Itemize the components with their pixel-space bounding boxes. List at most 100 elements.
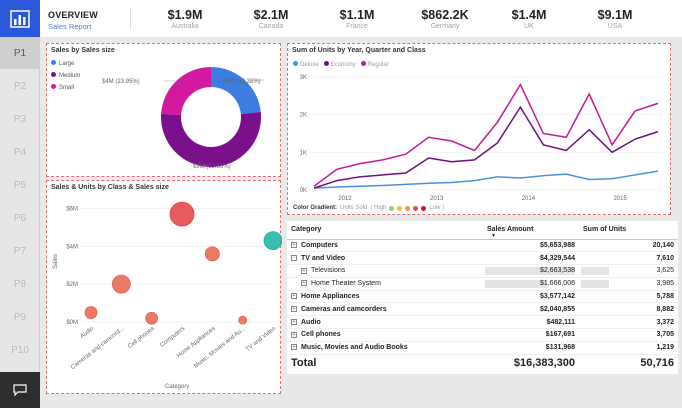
page-tab-p9[interactable]: P9 <box>13 311 27 323</box>
kpi-card[interactable]: $2.1M Canada <box>226 8 316 30</box>
table-row[interactable]: - TV and Video $4,329,544 7,610 <box>287 251 678 266</box>
bubble-point[interactable] <box>169 201 195 227</box>
category-cell[interactable]: + Home Appliances <box>287 290 483 304</box>
bubble-chart-panel[interactable]: Sales & Units by Class & Sales size Sale… <box>46 180 282 394</box>
legend-item[interactable]: Economy <box>323 61 356 68</box>
donut-chart-panel[interactable]: Sales by Sales size Large Medium Small $… <box>46 43 281 177</box>
page-tab-p8[interactable]: P8 <box>13 278 27 290</box>
table-row[interactable]: + Home Theater System $1,666,006 3,985 <box>287 277 678 291</box>
matrix-table-panel[interactable]: Category Sales Amount ▼ Sum of Units + Com… <box>287 221 678 374</box>
expand-collapse-icon[interactable]: + <box>291 306 297 313</box>
y-tick-label: 0K <box>300 188 307 194</box>
sum-of-units-cell: 1,219 <box>579 341 678 355</box>
category-cell[interactable]: + Home Theater System <box>287 277 483 291</box>
gradient-low: Low ) <box>429 205 445 211</box>
page-tab-p5[interactable]: P5 <box>13 179 27 191</box>
sales-amount-cell: $2,040,855 <box>483 302 579 317</box>
logo[interactable] <box>0 0 40 37</box>
table-row[interactable]: + Cell phones $167,691 3,705 <box>287 328 678 342</box>
category-cell[interactable]: - TV and Video <box>287 251 483 266</box>
table-row[interactable]: + Computers $5,653,988 20,140 <box>287 239 678 253</box>
sum-of-units-value: 3,705 <box>656 331 674 339</box>
y-tick-label: 1K <box>300 150 307 156</box>
sum-of-units-value: 3,372 <box>656 318 674 326</box>
expand-collapse-icon[interactable]: + <box>291 293 297 300</box>
expand-collapse-icon[interactable]: + <box>291 344 297 351</box>
expand-collapse-icon[interactable]: + <box>301 267 307 274</box>
sales-amount-value: $5,653,988 <box>539 241 575 249</box>
legend-item[interactable]: Small <box>51 84 80 91</box>
bubble-chart: Sales Category $6M $4M $2M $0M AudioCameras… <box>53 201 282 390</box>
bubble-point[interactable] <box>204 246 220 262</box>
kpi-card[interactable]: $1.1M France <box>312 8 402 30</box>
column-header-sales-amount[interactable]: Sales Amount ▼ <box>483 221 579 240</box>
y-tick-label: $6M <box>66 206 78 212</box>
donut-slice-small[interactable] <box>161 67 211 116</box>
bubble-point[interactable] <box>263 231 282 251</box>
table-row[interactable]: + Televisions $2,663,538 3,625 <box>287 264 678 278</box>
legend-item[interactable]: Medium <box>51 72 80 79</box>
legend-item[interactable]: Deluxe <box>293 61 319 68</box>
category-label: Cameras and camcorders <box>301 305 387 313</box>
column-header-sum-of-units[interactable]: Sum of Units <box>579 221 678 240</box>
page-tab-p3[interactable]: P3 <box>13 113 27 125</box>
category-cell[interactable]: + Computers <box>287 239 483 253</box>
category-cell[interactable]: + Cameras and camcorders <box>287 302 483 317</box>
donut-label-small: $4M (23.95%) <box>102 79 140 85</box>
sales-amount-cell: $167,691 <box>483 328 579 342</box>
sum-of-units-cell: 20,140 <box>579 239 678 253</box>
page-tab-p4[interactable]: P4 <box>13 146 27 158</box>
line-series-regular[interactable] <box>313 82 659 187</box>
expand-collapse-icon[interactable]: + <box>291 242 297 249</box>
page-tab-p6[interactable]: P6 <box>13 212 27 224</box>
page-tab-p2[interactable]: P2 <box>13 80 27 92</box>
category-label: Televisions <box>311 267 346 275</box>
table-row[interactable]: + Music, Movies and Audio Books $131,968 1,… <box>287 341 678 355</box>
line-series-economy[interactable] <box>313 105 659 189</box>
category-cell[interactable]: + Audio <box>287 315 483 330</box>
x-axis-label: Category <box>165 384 189 390</box>
x-tick-label: Music, Movies and Au... <box>193 326 247 370</box>
sales-amount-value: $2,040,855 <box>539 305 575 313</box>
table-row[interactable]: + Cameras and camcorders $2,040,855 8,882 <box>287 302 678 317</box>
donut-slice-medium[interactable] <box>161 111 261 167</box>
sales-amount-value: $167,691 <box>545 331 575 339</box>
gradient-dot <box>421 205 427 211</box>
y-tick-label: 2K <box>300 113 307 119</box>
page-tab-p10[interactable]: P10 <box>11 344 29 356</box>
bubble-point[interactable] <box>84 306 98 319</box>
sales-amount-cell: $482,111 <box>483 315 579 330</box>
kpi-card[interactable]: $862.2K Germany <box>400 8 490 30</box>
page-tab-p1[interactable]: P1 <box>0 37 40 69</box>
kpi-card[interactable]: $9.1M USA <box>570 8 660 30</box>
expand-collapse-icon[interactable]: + <box>291 331 297 338</box>
sum-of-units-cell: 5,788 <box>579 290 678 304</box>
category-label: Audio <box>301 318 321 326</box>
legend-item[interactable]: Large <box>51 60 80 67</box>
line-series-deluxe[interactable] <box>313 170 659 189</box>
table-row[interactable]: + Audio $482,111 3,372 <box>287 315 678 330</box>
kpi-card[interactable]: $1.9M Australia <box>140 8 230 30</box>
page-tab-p7[interactable]: P7 <box>13 245 27 257</box>
donut-slice-large[interactable] <box>211 67 261 114</box>
expand-collapse-icon[interactable]: + <box>301 280 307 287</box>
line-chart: 3K 2K 1K 0K 2012 2013 2014 2015 <box>300 75 662 202</box>
expand-collapse-icon[interactable]: + <box>291 318 297 325</box>
table-row[interactable]: + Home Appliances $3,577,142 5,788 <box>287 290 678 304</box>
data-bar <box>581 279 609 288</box>
bubble-point[interactable] <box>238 315 248 325</box>
category-cell[interactable]: + Cell phones <box>287 328 483 342</box>
x-tick-label: Cameras and camcord... <box>70 326 126 371</box>
bubble-point[interactable] <box>111 274 131 294</box>
legend-item[interactable]: Regular <box>360 61 389 68</box>
line-chart-panel[interactable]: Sum of Units by Year, Quarter and Class … <box>287 43 671 215</box>
donut-chart: $4M (23.95%) $4M (23.38%) $9M (52.66%) <box>102 67 265 170</box>
column-header-category[interactable]: Category <box>287 221 483 240</box>
kpi-card[interactable]: $1.4M UK <box>484 8 574 30</box>
gradient-high: ( High <box>370 205 387 211</box>
expand-collapse-icon[interactable]: - <box>291 254 297 261</box>
bubble-point[interactable] <box>145 311 159 325</box>
chat-button[interactable] <box>0 372 40 408</box>
category-cell[interactable]: + Music, Movies and Audio Books <box>287 341 483 355</box>
category-cell[interactable]: + Televisions <box>287 264 483 278</box>
